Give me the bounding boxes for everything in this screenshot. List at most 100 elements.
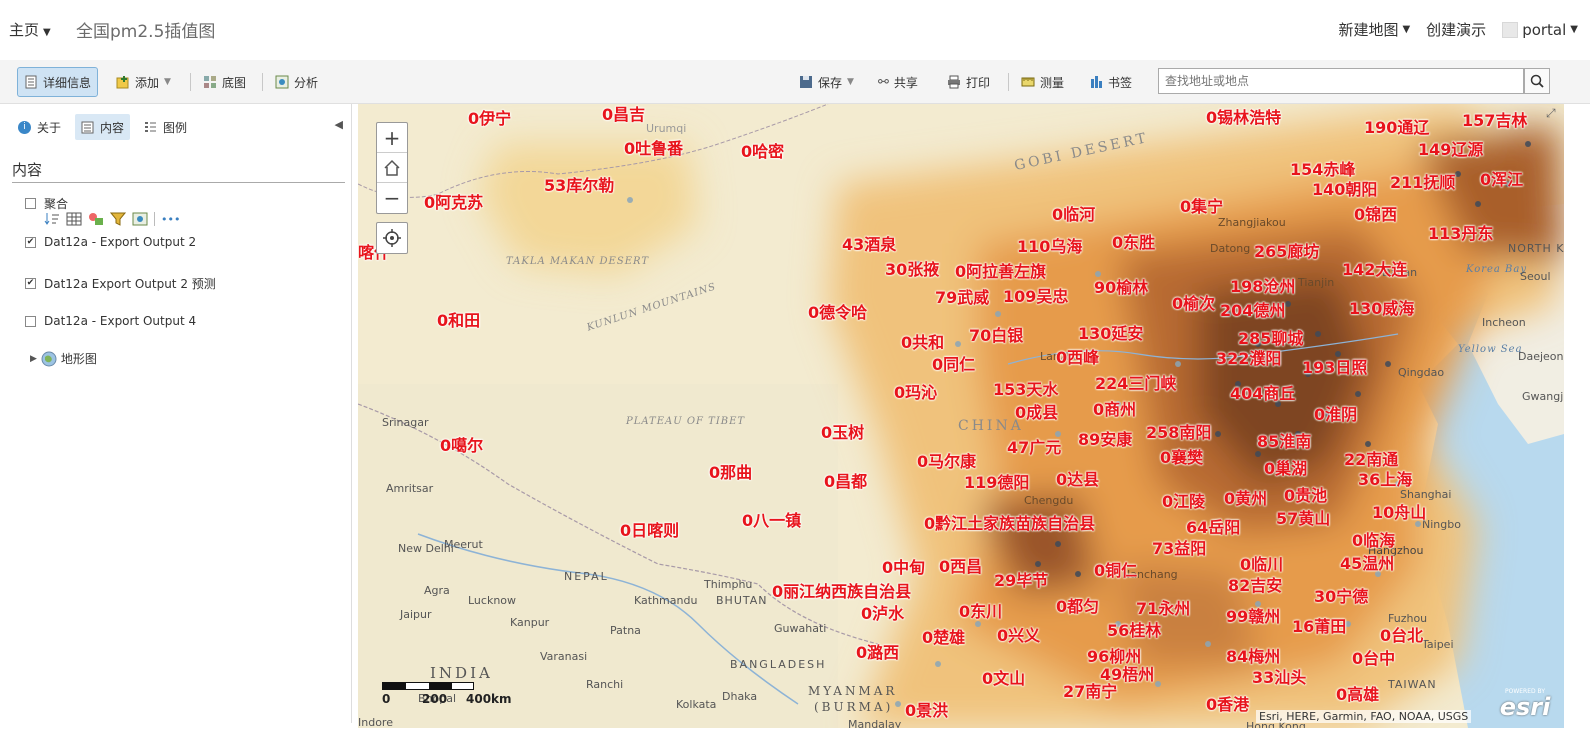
city-label: 84梅州: [1226, 647, 1281, 666]
city-label: 153天水: [993, 380, 1059, 399]
city-label: 36上海: [1358, 470, 1413, 489]
place-label: NEPAL: [564, 570, 609, 583]
details-label: 详细信息: [43, 75, 92, 90]
basemap-layer-label: 地形图: [60, 352, 97, 366]
city-label: 0泸水: [861, 604, 905, 623]
home-menu[interactable]: 主页 ▼: [9, 19, 51, 40]
change-style-icon[interactable]: [88, 212, 104, 226]
divider: [190, 73, 191, 91]
city-label: 0淮阴: [1314, 405, 1358, 424]
place-label: Shanghai: [1400, 488, 1452, 501]
tab-about[interactable]: i 关于: [12, 114, 67, 140]
analysis-button[interactable]: 分析: [269, 67, 324, 97]
measure-button[interactable]: 测量: [1015, 67, 1070, 97]
details-button[interactable]: 详细信息: [17, 67, 99, 97]
locate-crosshair-icon: [383, 229, 401, 247]
checkbox[interactable]: [25, 315, 36, 327]
place-label: Agra: [424, 584, 450, 597]
divider: [154, 212, 155, 226]
place-label: TAKLA MAKAN DESERT: [506, 256, 650, 267]
bookmark-icon: [1091, 76, 1102, 88]
esri-logo[interactable]: POWERED BY esri: [1494, 688, 1556, 724]
tab-content[interactable]: 内容: [75, 114, 131, 140]
save-button[interactable]: 保存 ▼: [793, 67, 860, 97]
chevron-down-icon: ▼: [43, 27, 51, 38]
city-label: 0丽江纳西族自治县: [772, 582, 912, 601]
layer-label: Dat12a Export Output 2 预测: [44, 277, 216, 291]
city-label: 0中甸: [882, 558, 926, 577]
city-label: 0锡林浩特: [1206, 108, 1282, 127]
search-input[interactable]: [1158, 68, 1524, 94]
layer-output-4[interactable]: Dat12a - Export Output 4: [25, 314, 196, 328]
city-label: 0阿拉善左旗: [955, 262, 1047, 281]
city-label: 211抚顺: [1390, 173, 1456, 192]
city-label: 149辽源: [1418, 140, 1484, 159]
checkbox-checked[interactable]: ✔: [25, 236, 36, 248]
create-presentation-link[interactable]: 创建演示: [1426, 21, 1487, 39]
place-label: Mandalay: [848, 718, 902, 728]
scale-label-mid: 200: [422, 692, 448, 706]
city-label: 0玉树: [821, 423, 865, 442]
place-label: Kolkata: [676, 698, 717, 711]
place-label: Bhopal: [418, 692, 457, 705]
city-label: 10舟山: [1372, 503, 1427, 522]
tab-legend[interactable]: 图例: [138, 114, 193, 140]
expand-triangle-icon[interactable]: ▶: [30, 353, 37, 364]
city-label: 0同仁: [932, 355, 976, 374]
user-menu[interactable]: portal ▼: [1502, 21, 1578, 39]
layer-cluster[interactable]: 聚合: [25, 195, 68, 212]
sort-icon[interactable]: [44, 212, 60, 226]
city-label: 285聊城: [1238, 329, 1304, 348]
city-label: 130威海: [1349, 299, 1415, 318]
user-name: portal: [1522, 20, 1567, 39]
checkbox[interactable]: [25, 198, 36, 209]
layer-output-2-prediction[interactable]: ✔ Dat12a Export Output 2 预测: [25, 275, 216, 292]
new-map-menu[interactable]: 新建地图 ▼: [1338, 19, 1410, 40]
city-label: 0临河: [1052, 205, 1096, 224]
place-label: NORTH KOREA: [1508, 242, 1564, 255]
more-options-icon[interactable]: •••: [161, 212, 181, 226]
city-label: 70白银: [969, 326, 1024, 345]
place-label: Amritsar: [386, 482, 434, 495]
city-label: 56桂林: [1107, 621, 1162, 640]
measure-label: 测量: [1040, 75, 1065, 90]
home-extent-button[interactable]: [377, 153, 407, 183]
share-button[interactable]: ⚯ 共享: [872, 67, 924, 97]
city-label: 82吉安: [1228, 576, 1283, 595]
city-label: 0都匀: [1056, 597, 1100, 616]
city-label: 0共和: [901, 333, 945, 352]
basemap-button[interactable]: 底图: [197, 67, 252, 97]
bookmarks-button[interactable]: 书签: [1083, 67, 1138, 97]
layer-output-2[interactable]: ✔ Dat12a - Export Output 2: [25, 235, 196, 249]
place-label: Fuzhou: [1388, 612, 1428, 625]
print-button[interactable]: 打印: [941, 67, 996, 97]
place-label: Tianjin: [1298, 276, 1335, 289]
filter-icon[interactable]: [110, 212, 126, 226]
zoom-out-button[interactable]: −: [383, 186, 401, 210]
city-label: 0伊宁: [468, 109, 512, 128]
content-list-icon: [81, 121, 94, 133]
zoom-in-button[interactable]: +: [377, 123, 407, 153]
place-label: Incheon: [1482, 316, 1526, 329]
esri-logo-text: esri: [1499, 693, 1551, 721]
checkbox-checked[interactable]: ✔: [25, 278, 36, 289]
table-icon[interactable]: [66, 212, 82, 226]
locate-button[interactable]: [376, 222, 408, 254]
place-label: BHUTAN: [716, 594, 768, 607]
city-label: 130延安: [1078, 324, 1144, 343]
search-button[interactable]: [1524, 68, 1550, 94]
add-layer-icon: [116, 76, 129, 89]
analysis-icon[interactable]: [132, 212, 148, 226]
city-label: 0楚雄: [922, 628, 966, 647]
place-label: Chengdu: [1024, 494, 1074, 507]
share-label: 共享: [893, 75, 918, 90]
map-view[interactable]: GOBI DESERT TAKLA MAKAN DESERT KUNLUN MO…: [358, 104, 1564, 728]
save-label: 保存: [818, 75, 843, 90]
basemap-layer[interactable]: ▶ 地形图: [30, 350, 97, 367]
chevron-down-icon: ▼: [1570, 24, 1578, 35]
place-label: Datong: [1210, 242, 1251, 255]
add-button[interactable]: 添加 ▼: [110, 67, 177, 97]
place-label: Yellow Sea: [1458, 344, 1523, 355]
expand-icon[interactable]: ⤢: [1546, 106, 1556, 120]
collapse-panel-icon[interactable]: ◀: [334, 118, 343, 131]
